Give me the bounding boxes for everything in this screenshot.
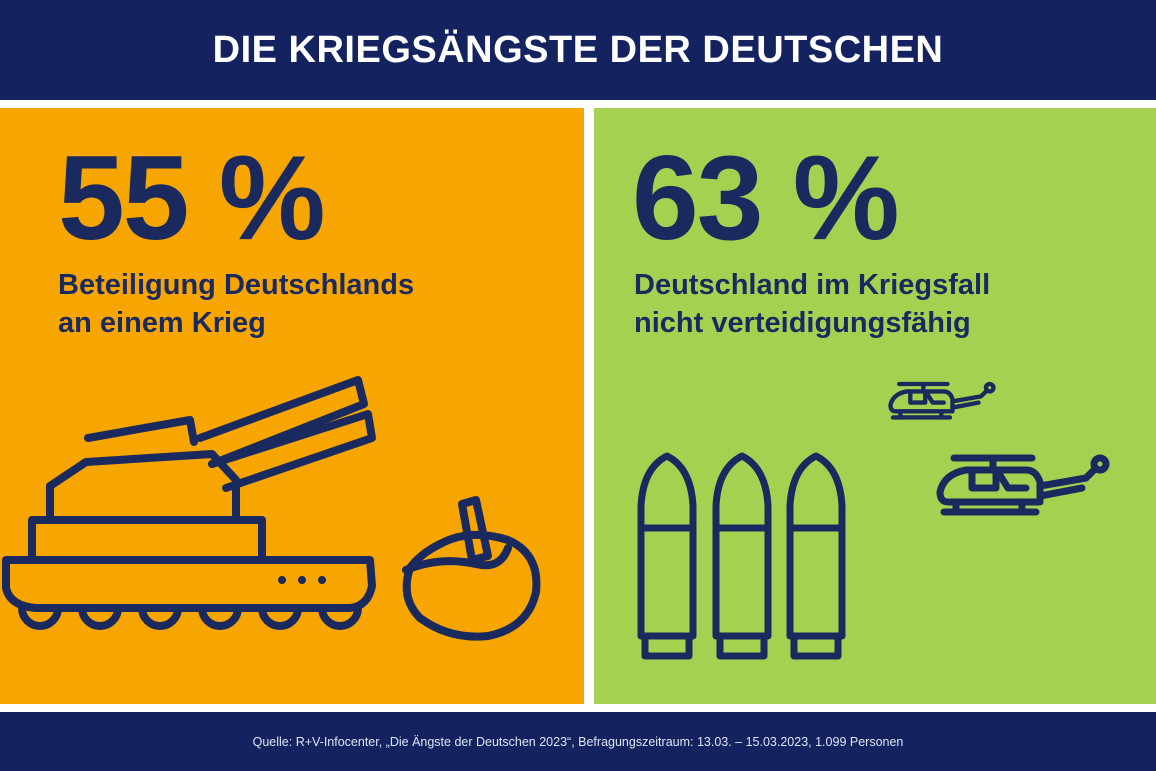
stat-description: Beteiligung Deutschlands an einem Krieg: [58, 266, 414, 342]
stat-description-line: an einem Krieg: [58, 307, 266, 339]
bullet-icon: [790, 456, 842, 656]
panel-war-participation: 55 % Beteiligung Deutschlands an einem K…: [0, 108, 584, 704]
bullet-icon: [716, 456, 768, 656]
header-bar: DIE KRIEGSÄNGSTE DER DEUTSCHEN: [0, 0, 1156, 100]
source-note: Quelle: R+V-Infocenter, „Die Ängste der …: [252, 734, 904, 749]
stat-description-line: Deutschland im Kriegsfall: [634, 269, 991, 301]
panel-not-defendable: 63 % Deutschland im Kriegsfall nicht ver…: [594, 108, 1156, 704]
tank-icon: [2, 376, 376, 630]
panel-left-svg: [2, 376, 541, 641]
panel-left-illustration: [0, 108, 584, 704]
footer-bar: Quelle: R+V-Infocenter, „Die Ängste der …: [0, 712, 1156, 771]
bullet-icon: [641, 456, 693, 656]
stat-value: 63 %: [632, 131, 900, 265]
helicopter-icon: [890, 384, 993, 417]
helmet-icon: [402, 496, 541, 641]
stat-description-line: nicht verteidigungsfähig: [634, 307, 971, 339]
stat-description: Deutschland im Kriegsfall nicht verteidi…: [634, 266, 990, 342]
page-title: DIE KRIEGSÄNGSTE DER DEUTSCHEN: [212, 28, 944, 71]
stat-value: 55 %: [58, 131, 326, 265]
stat-description-line: Beteiligung Deutschlands: [58, 269, 415, 301]
helicopter-icon: [940, 458, 1106, 512]
